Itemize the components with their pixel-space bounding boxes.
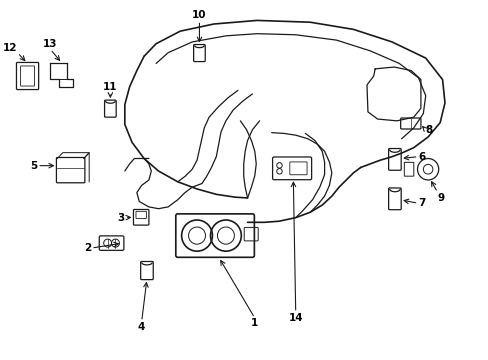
- Text: 11: 11: [103, 82, 118, 92]
- Text: 4: 4: [138, 321, 145, 332]
- Text: 9: 9: [437, 193, 444, 203]
- Text: 1: 1: [251, 318, 258, 328]
- Text: 7: 7: [418, 198, 425, 208]
- Text: 6: 6: [418, 152, 425, 162]
- Text: 10: 10: [192, 10, 206, 21]
- Text: 14: 14: [288, 313, 303, 323]
- Text: 13: 13: [43, 39, 57, 49]
- Text: 2: 2: [83, 243, 91, 253]
- Text: 5: 5: [30, 161, 37, 171]
- Text: 8: 8: [425, 125, 432, 135]
- Text: 12: 12: [3, 43, 18, 53]
- Text: 3: 3: [117, 213, 124, 222]
